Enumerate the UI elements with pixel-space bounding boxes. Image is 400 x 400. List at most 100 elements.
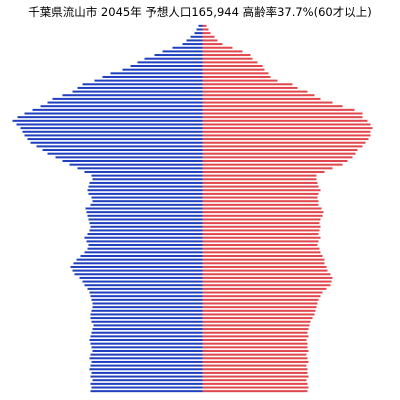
female-bar-age-1 [202,386,309,389]
female-bar-age-57 [202,181,318,184]
female-bar-age-26 [202,295,321,298]
female-bar-age-63 [202,160,348,162]
female-bar-age-95 [202,43,223,46]
male-bar-age-5 [91,371,203,374]
female-bar-age-31 [202,276,333,279]
female-bar-age-7 [202,364,307,367]
male-bar-age-15 [90,335,203,338]
female-bar-age-81 [202,94,315,97]
female-bar-age-41 [202,240,319,243]
female-bar-age-50 [202,207,322,210]
male-bar-age-34 [70,265,203,268]
male-bar-age-42 [84,236,203,239]
male-bar-age-3 [92,379,203,382]
male-bar-age-77 [32,108,203,111]
female-bar-age-84 [202,83,293,86]
male-bar-age-62 [69,163,203,166]
female-bar-age-42 [202,236,321,239]
male-bar-age-43 [87,233,203,236]
female-bar-age-80 [202,97,321,100]
male-bar-age-48 [87,214,203,217]
female-bar-age-14 [202,339,307,342]
male-bar-age-7 [90,364,203,367]
male-bar-age-44 [89,229,203,232]
female-bar-age-6 [202,368,308,371]
male-bar-age-46 [89,222,203,225]
male-bar-age-32 [74,273,203,276]
male-bar-age-21 [90,313,203,316]
female-bar-age-73 [202,123,371,126]
female-bar-age-45 [202,225,321,228]
male-bar-age-90 [137,61,203,64]
female-bar-age-64 [202,156,353,159]
female-bar-age-46 [202,222,320,225]
female-bar-age-56 [202,185,319,188]
female-bar-age-77 [202,108,355,111]
female-bar-age-15 [202,335,309,338]
male-bar-age-38 [84,251,203,254]
male-bar-age-99 [196,28,203,31]
female-bar-age-67 [202,145,363,148]
female-bar-age-92 [202,54,251,57]
male-bar-age-24 [92,302,203,305]
female-bar-age-94 [202,46,233,49]
male-bar-age-23 [92,306,203,309]
female-bar-age-85 [202,79,278,82]
female-bar-age-23 [202,306,317,309]
male-bar-age-93 [162,50,203,53]
male-bar-age-74 [12,119,203,122]
male-bar-age-91 [144,57,203,60]
female-bar-age-54 [202,192,319,195]
female-bar-age-39 [202,247,320,250]
female-bar-age-8 [202,360,309,363]
male-bar-age-49 [86,211,203,214]
male-bar-age-79 [47,101,203,104]
male-bar-age-81 [62,94,203,97]
male-bar-age-85 [94,79,203,82]
male-bar-age-95 [182,43,203,46]
male-bar-age-55 [87,189,203,192]
female-bar-age-91 [202,57,253,60]
male-bar-age-6 [89,368,203,371]
female-bar-age-13 [202,342,308,345]
female-bar-age-71 [202,130,371,133]
male-bar-age-67 [36,145,203,148]
female-bar-age-90 [202,61,258,64]
male-bar-age-61 [77,167,203,170]
male-bar-age-13 [90,342,203,345]
female-bar-age-25 [202,298,319,301]
male-bar-age-41 [86,240,203,243]
male-bar-age-29 [84,284,203,287]
male-bar-age-94 [172,46,203,49]
female-bar-age-9 [202,357,308,360]
male-bar-age-28 [87,287,203,290]
female-bar-age-52 [202,200,319,203]
female-bar-age-98 [202,32,211,35]
male-bar-age-73 [16,123,203,126]
female-bar-age-69 [202,138,369,141]
female-bar-age-47 [202,218,321,221]
male-bar-age-1 [91,386,203,389]
male-bar-age-100+ [198,24,203,27]
male-bar-age-69 [27,138,203,141]
male-bar-age-56 [88,185,203,188]
female-bar-age-36 [202,258,325,261]
female-bar-age-32 [202,273,331,276]
female-bar-age-33 [202,269,328,272]
male-bar-age-20 [90,317,203,320]
male-bar-age-50 [85,207,203,210]
female-bar-age-61 [202,167,333,170]
female-bar-age-21 [202,313,315,316]
male-bar-age-71 [22,130,203,133]
male-bar-age-82 [72,90,203,93]
female-bar-age-18 [202,324,310,327]
male-bar-age-70 [24,134,203,137]
female-bar-age-11 [202,349,309,352]
male-bar-age-83 [77,86,203,89]
male-bar-age-18 [93,324,203,327]
female-bar-age-97 [202,35,215,38]
female-bar-age-44 [202,229,320,232]
male-bar-age-51 [90,203,203,206]
male-bar-age-72 [20,127,203,130]
male-bar-age-9 [89,357,203,360]
